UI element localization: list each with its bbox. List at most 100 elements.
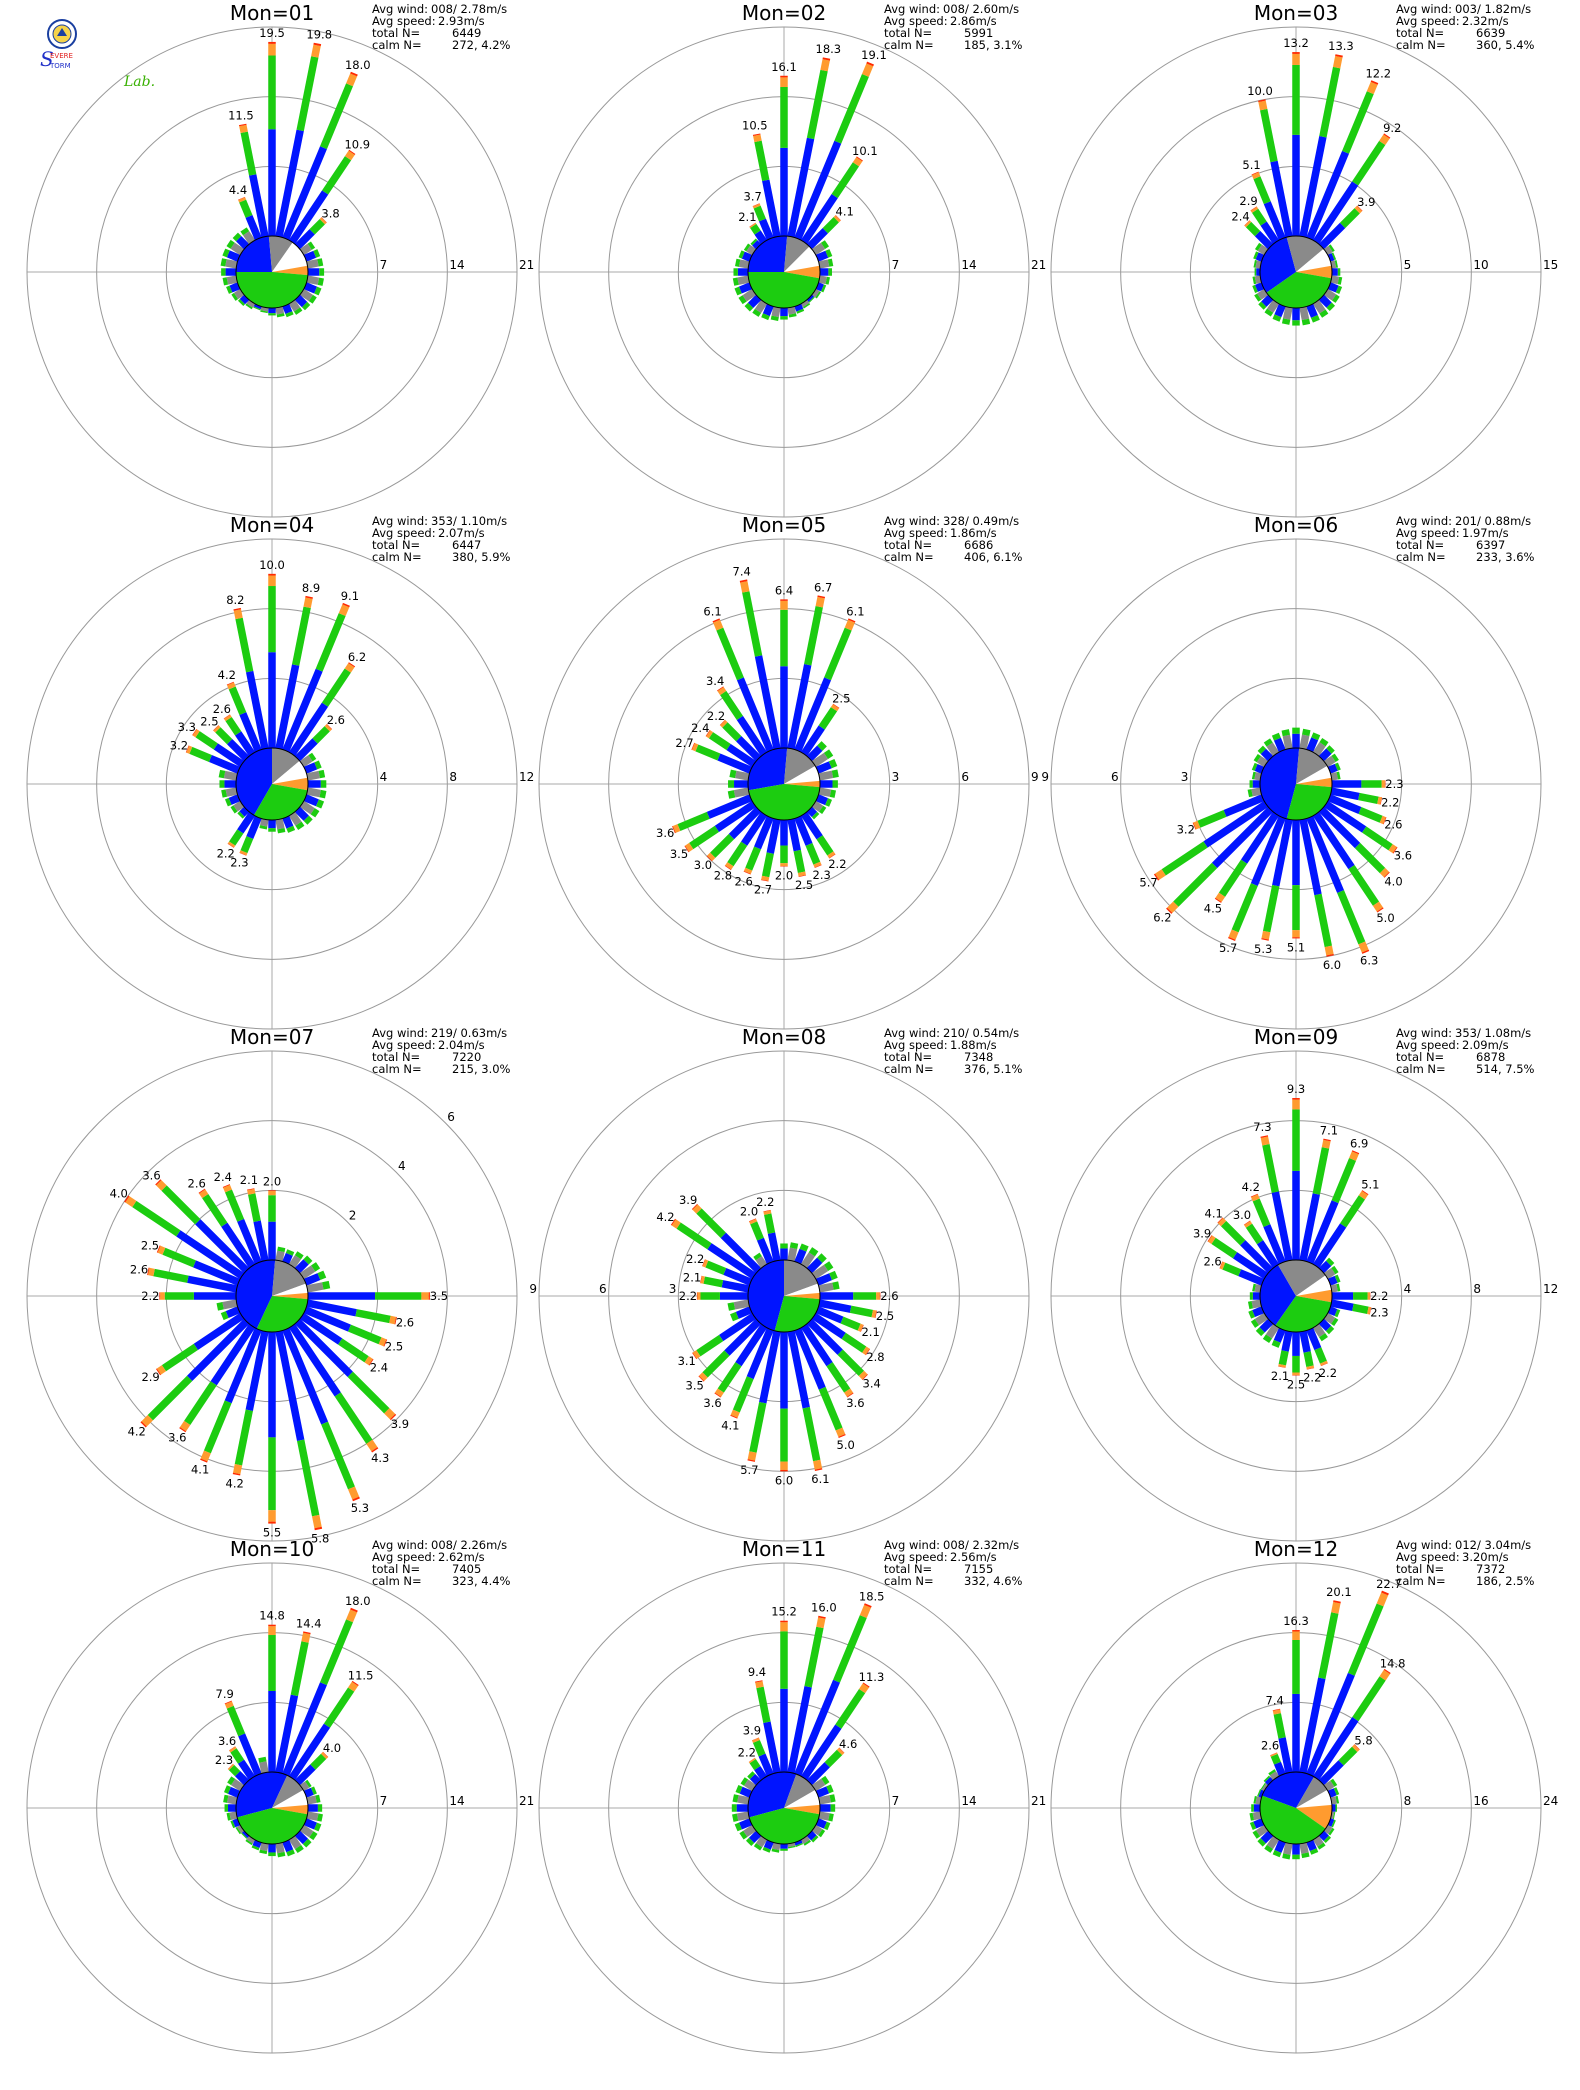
direction-bar [698, 1318, 762, 1382]
bar-value-label: 2.2 [1370, 1289, 1388, 1303]
info-label: total N= [372, 1562, 420, 1576]
direction-bar [1330, 787, 1383, 805]
direction-bar [1217, 1217, 1274, 1274]
direction-bar [811, 749, 834, 768]
direction-bar [806, 1747, 845, 1786]
bar-value-label: 2.6 [1203, 1254, 1221, 1268]
direction-bar [705, 729, 757, 768]
bar-value-label: 3.6 [846, 1396, 864, 1410]
direction-bar [275, 42, 322, 238]
info-value: 323, 4.4% [452, 1574, 511, 1588]
bar-value-label: 9.4 [748, 1665, 766, 1679]
info-value: 2.93m/s [438, 14, 485, 28]
direction-bar [275, 1330, 323, 1531]
info-value: 3.20m/s [1462, 1550, 1509, 1564]
calm-pie [1259, 747, 1333, 821]
direction-bar [794, 61, 874, 241]
direction-bar [780, 308, 788, 320]
info-value: 210/ 0.54m/s [943, 1026, 1019, 1040]
direction-bar [185, 745, 241, 774]
direction-bar [724, 811, 768, 871]
direction-bar [192, 728, 245, 768]
bar-value-label: 19.1 [861, 48, 887, 62]
bar-value-label: 2.2 [707, 709, 725, 723]
bar-value-label: 8.9 [302, 581, 320, 595]
direction-bar [820, 780, 838, 788]
info-label: Avg wind: [372, 2, 428, 16]
direction-bar [1306, 80, 1379, 241]
direction-bar [1318, 1318, 1335, 1335]
direction-bar [717, 686, 768, 757]
info-label: total N= [372, 538, 420, 552]
direction-bar [1250, 1193, 1286, 1265]
direction-bar [1327, 252, 1337, 262]
direction-bar [1306, 815, 1370, 954]
direction-bar [811, 1261, 834, 1280]
bar-value-label: 3.2 [1177, 823, 1195, 837]
direction-bar [819, 1804, 836, 1812]
bar-value-label: 7.1 [1320, 1124, 1338, 1138]
bar-value-label: 7.4 [1266, 1694, 1284, 1708]
bar-value-label: 10.0 [259, 558, 285, 572]
direction-bar [727, 787, 750, 799]
direction-bar [806, 294, 815, 303]
direction-bar [155, 1312, 245, 1376]
bar-value-label: 2.2 [828, 857, 846, 871]
direction-bar [247, 1188, 269, 1262]
direction-bar [282, 602, 350, 753]
direction-bar [227, 1776, 245, 1792]
direction-bar [1251, 771, 1262, 781]
ring-label: 24 [1543, 1794, 1558, 1808]
direction-bar [730, 1327, 774, 1419]
direction-bar [299, 241, 316, 256]
direction-bar [1332, 268, 1341, 276]
panel-title: Mon=05 [742, 513, 826, 537]
panel-title: Mon=03 [1254, 1, 1338, 25]
direction-bar [308, 1804, 323, 1812]
direction-bar [220, 258, 238, 269]
direction-bar [227, 1763, 250, 1786]
direction-bar [288, 662, 356, 757]
bar-value-label: 2.4 [214, 1170, 232, 1184]
direction-bar [198, 1188, 256, 1269]
info-value: 233, 3.6% [1476, 550, 1535, 564]
direction-bar [282, 1327, 360, 1502]
bar-value-label: 7.3 [1253, 1120, 1271, 1134]
bar-value-label: 2.3 [215, 1753, 233, 1767]
direction-bar [226, 1811, 238, 1821]
info-value: 514, 7.5% [1476, 1062, 1535, 1076]
direction-bar [1247, 787, 1262, 798]
direction-bar [1272, 1839, 1286, 1858]
direction-bar [303, 1786, 317, 1798]
direction-bar [268, 308, 276, 316]
info-value: 353/ 1.08m/s [1455, 1026, 1531, 1040]
bar-value-label: 2.3 [230, 856, 248, 870]
info-value: 008/ 2.32m/s [943, 1538, 1019, 1552]
direction-bar [729, 769, 750, 781]
ring-label: 10 [1473, 258, 1488, 272]
bar-value-label: 2.2 [217, 846, 235, 860]
direction-bar [691, 742, 753, 774]
direction-bar [800, 156, 863, 245]
direction-bar [702, 1259, 753, 1286]
direction-bar [738, 288, 757, 305]
bar-value-label: 3.6 [218, 1734, 236, 1748]
bar-value-label: 2.2 [1381, 796, 1399, 810]
bar-value-label: 2.8 [866, 1350, 884, 1364]
bar-value-label: 2.9 [1239, 194, 1257, 208]
ring-label: 9 [1031, 770, 1039, 784]
direction-bar [268, 573, 276, 748]
direction-bar [226, 681, 262, 753]
bar-value-label: 3.5 [430, 1289, 448, 1303]
bar-value-label: 2.6 [327, 713, 345, 727]
info-label: calm N= [1396, 1062, 1446, 1076]
direction-bar [734, 1818, 753, 1832]
bar-value-label: 4.5 [1204, 901, 1222, 915]
panel-title: Mon=10 [230, 1537, 314, 1561]
bar-value-label: 4.1 [721, 1419, 739, 1433]
direction-bar [818, 769, 839, 781]
direction-bar [747, 1330, 781, 1462]
direction-bar [241, 1830, 250, 1839]
bar-value-label: 5.8 [1354, 1733, 1372, 1747]
direction-bar [303, 760, 322, 774]
